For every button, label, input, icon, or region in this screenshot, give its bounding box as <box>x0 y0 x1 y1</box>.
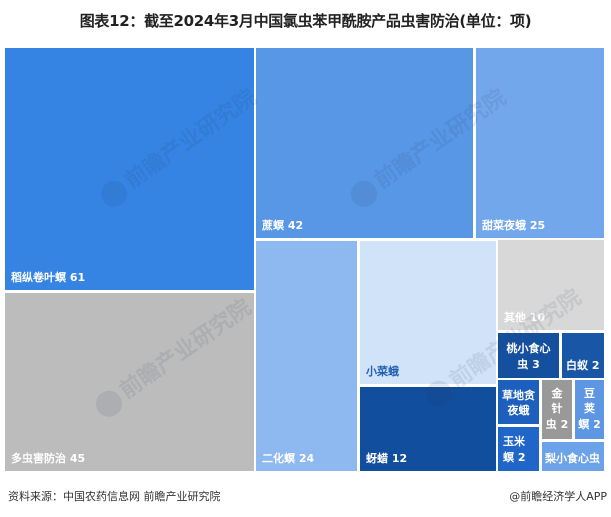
tile-jinzhenchong: 金 针 虫 2 <box>542 380 572 439</box>
tile-label: 蚜蜡 12 <box>366 452 408 465</box>
tile-label-line2: 螟 2 <box>503 451 526 464</box>
tile-label-line3: 螟 2 <box>578 418 601 431</box>
tile-yumiming: 玉米 螟 2 <box>498 427 539 471</box>
tile-caoditanyee: 草地贪 夜蛾 <box>498 380 539 424</box>
tile-label: 蔗螟 42 <box>262 219 304 232</box>
tile-daozongjuanyeming: 稻纵卷叶螟 61 <box>5 48 254 290</box>
tile-label: 小菜蛾 <box>366 365 399 378</box>
tile-label-line1: 桃小食心 <box>506 342 551 355</box>
tile-label: 甜菜夜蛾 25 <box>482 219 546 232</box>
tile-yala: 蚜蜡 12 <box>360 387 496 471</box>
tile-label-line1: 玉米 <box>503 435 525 448</box>
tile-label: 白蚁 2 <box>566 359 600 372</box>
tile-duochonghai: 多虫害防治 45 <box>5 293 254 471</box>
tile-label-line1: 金 <box>551 387 563 400</box>
tile-baiyi: 白蚁 2 <box>562 333 604 378</box>
tile-erhuaming: 二化螟 24 <box>256 241 357 471</box>
treemap-chart: 稻纵卷叶螟 61 多虫害防治 45 蔗螟 42 甜菜夜蛾 25 二化螟 24 小… <box>5 48 604 471</box>
tile-label-line2: 虫 3 <box>517 358 540 371</box>
tile-zheming: 蔗螟 42 <box>256 48 473 238</box>
tile-label: 梨小食心虫 <box>545 452 600 465</box>
tile-xiaocaie: 小菜蛾 <box>360 241 496 384</box>
tile-label: 其他 10 <box>504 311 546 324</box>
chart-title: 图表12：截至2024年3月中国氯虫苯甲酰胺产品虫害防治(单位：项) <box>79 12 532 30</box>
tile-label-line2: 针 <box>551 402 563 415</box>
tile-lixiaoshixinchong: 梨小食心虫 <box>542 442 604 471</box>
tile-tiancaiyee: 甜菜夜蛾 25 <box>476 48 604 238</box>
tile-label-line2: 夜蛾 <box>507 404 530 417</box>
tile-doujiaming: 豆 荚 螟 2 <box>575 380 604 439</box>
tile-qita: 其他 10 <box>498 240 604 330</box>
tile-label: 稻纵卷叶螟 61 <box>11 271 86 284</box>
tile-taoxiaoshixinchong: 桃小食心 虫 3 <box>498 333 559 378</box>
tile-label-line1: 豆 <box>584 387 595 400</box>
tile-label-line2: 荚 <box>584 402 595 415</box>
tile-label: 多虫害防治 45 <box>11 452 86 465</box>
tile-label: 二化螟 24 <box>262 452 315 465</box>
source-note: 资料来源：中国农药信息网 前瞻产业研究院 <box>8 490 221 503</box>
tile-label-line3: 虫 2 <box>545 418 569 431</box>
brand-credit: @前瞻经济学人APP <box>509 490 607 503</box>
tile-label-line1: 草地贪 <box>502 389 535 402</box>
